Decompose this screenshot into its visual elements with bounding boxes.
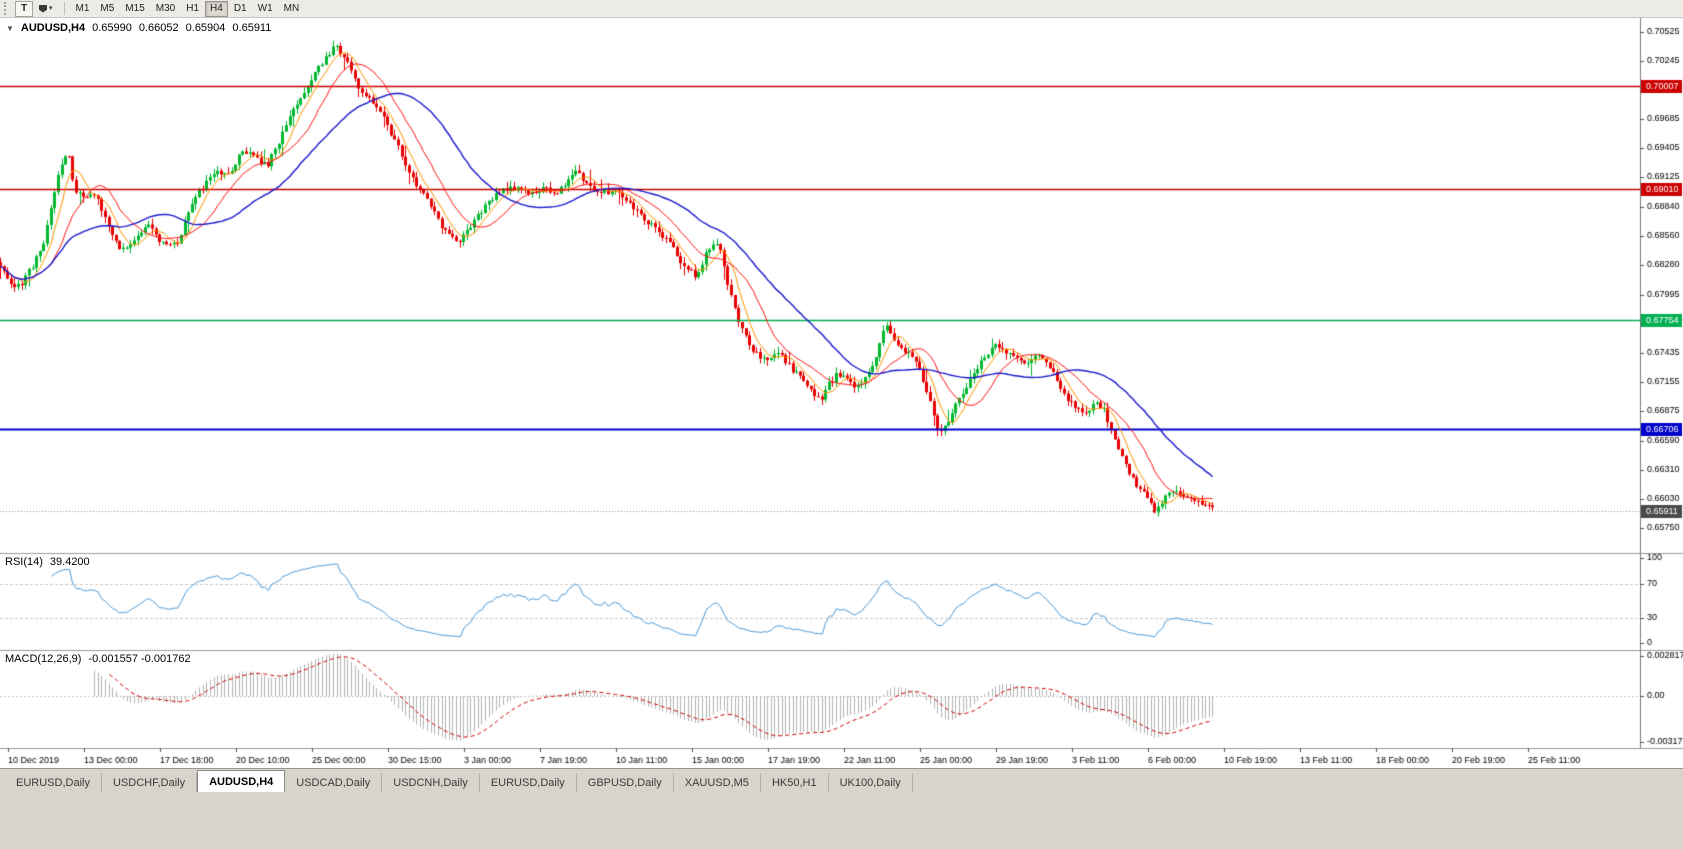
tab-usdcad-daily[interactable]: USDCAD,Daily — [285, 773, 383, 792]
timeframe-m15-button[interactable]: M15 — [120, 1, 149, 17]
chart-window: ▼ AUDUSD,H4 0.65990 0.66052 0.65904 0.65… — [0, 18, 1683, 768]
tab-eurusd-daily-2[interactable]: EURUSD,Daily — [480, 773, 577, 792]
timeframe-w1-button[interactable]: W1 — [253, 1, 278, 17]
text-tool-button[interactable]: T — [15, 0, 33, 17]
dropdown-caret-icon: ▾ — [49, 5, 53, 12]
tab-usdcnh-daily[interactable]: USDCNH,Daily — [382, 773, 480, 792]
tab-gbpusd-daily[interactable]: GBPUSD,Daily — [577, 773, 674, 792]
timeframe-m1-button[interactable]: M1 — [71, 1, 95, 17]
bottom-filler — [0, 792, 1683, 848]
chart-canvas[interactable] — [0, 18, 1683, 768]
toolbar-separator — [63, 2, 65, 15]
drawing-tool-icon — [39, 4, 47, 13]
one-click-trading-arrow-icon[interactable]: ▼ — [6, 23, 14, 33]
toolbar: T ▾ M1 M5 M15 M30 H1 H4 D1 W1 MN — [0, 0, 1683, 18]
tab-audusd-h4[interactable]: AUDUSD,H4 — [197, 770, 286, 792]
tab-usdchf-daily[interactable]: USDCHF,Daily — [102, 773, 198, 792]
tab-xauusd-m5[interactable]: XAUUSD,M5 — [674, 773, 761, 792]
tab-eurusd-daily-1[interactable]: EURUSD,Daily — [5, 773, 102, 792]
tab-uk100-daily[interactable]: UK100,Daily — [829, 773, 913, 792]
timeframe-mn-button[interactable]: MN — [279, 1, 305, 17]
tab-hk50-h1[interactable]: HK50,H1 — [761, 773, 829, 792]
timeframe-m5-button[interactable]: M5 — [95, 1, 119, 17]
chart-tab-bar: EURUSD,Daily USDCHF,Daily AUDUSD,H4 USDC… — [0, 768, 1683, 792]
toolbar-grip[interactable] — [4, 2, 10, 15]
timeframe-m30-button[interactable]: M30 — [151, 1, 180, 17]
timeframe-h1-button[interactable]: H1 — [181, 1, 204, 17]
timeframe-d1-button[interactable]: D1 — [229, 1, 252, 17]
drawing-tool-button[interactable]: ▾ — [34, 1, 58, 17]
timeframe-h4-button[interactable]: H4 — [205, 0, 228, 17]
